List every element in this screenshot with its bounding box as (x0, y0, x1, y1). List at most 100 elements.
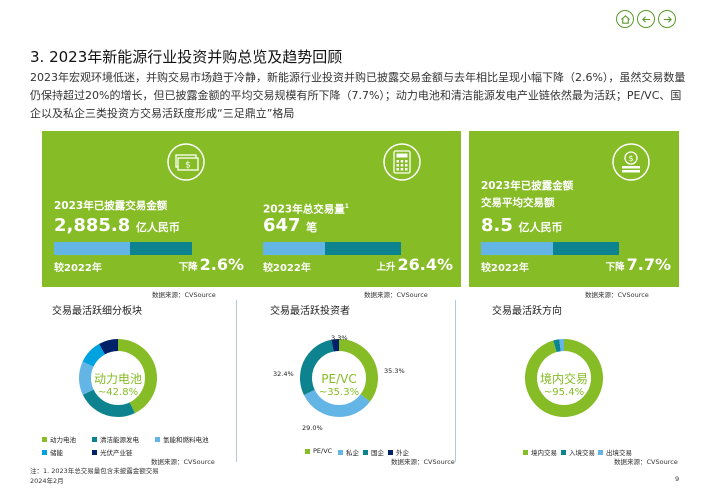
slice-label-state: 29.0% (302, 424, 323, 432)
card-label: 2023年总交易量 (263, 203, 345, 216)
legend-swatch (42, 436, 47, 442)
change-direction: 下降 (605, 262, 625, 273)
coins-icon: $ (612, 143, 650, 181)
legend-item: 动力电池 (42, 434, 76, 444)
donut-chart-direction (525, 339, 603, 417)
legend-swatch (92, 449, 97, 455)
legend-item: 光伏产业链 (92, 447, 133, 457)
legend-swatch (338, 449, 343, 455)
card-label: 2023年已披露交易金额 (54, 200, 168, 212)
legend-item: 清洁能源发电 (92, 434, 139, 444)
donut-slice (525, 339, 603, 417)
legend-swatch (92, 436, 97, 442)
legend-label: 出境交易 (606, 449, 632, 457)
donut-center-label: 境内交易 ~95.4% (524, 372, 604, 400)
nav-controls (616, 10, 676, 28)
card-label-line1: 2023年已披露金额 (481, 180, 574, 192)
legend-label: 外企 (396, 449, 409, 457)
compare-label: 较2022年 (54, 263, 102, 274)
center-name: PE/VC (321, 372, 357, 386)
card-value-row: 2,885.8 亿人民币 (54, 215, 180, 236)
donut-center-label: PE/VC ~35.3% (299, 372, 379, 400)
change-direction: 下降 (178, 262, 198, 273)
bar-2022 (54, 242, 130, 255)
donut-slice (79, 339, 157, 417)
divider (455, 300, 456, 462)
card-value: 8.5 (481, 215, 513, 236)
compare-label: 较2022年 (481, 263, 529, 274)
legend-item: 私企 (338, 447, 359, 457)
back-button[interactable] (637, 10, 655, 28)
source-note: 数据来源：CVSource (614, 458, 678, 466)
intro-paragraph: 2023年宏观环境低迷，并购交易市场趋于冷静，新能源行业投资并购已披露交易金额与… (30, 71, 686, 120)
center-value: ~35.3% (318, 387, 360, 398)
bar-2023 (325, 242, 401, 255)
legend-swatch (388, 449, 393, 455)
bar-2022 (481, 242, 553, 255)
page-number: 9 (675, 475, 680, 483)
legend-item: 外企 (388, 447, 409, 457)
legend-item: 出境交易 (598, 447, 632, 457)
home-button[interactable] (616, 10, 634, 28)
change-value: 下降 2.6% (179, 255, 244, 274)
change-percent: 2.6% (199, 255, 244, 274)
divider (236, 300, 237, 462)
page-title: 3. 2023年新能源行业投资并购总览及趋势回顾 (30, 48, 343, 66)
legend-swatch (598, 449, 603, 455)
legend-item: 氢能和燃料电池 (155, 434, 209, 444)
legend-swatch (42, 449, 47, 455)
donut-center-label: 动力电池 ~42.8% (78, 372, 158, 400)
footnote: 注：1. 2023年总交易量包含未披露金额交易 (30, 467, 159, 475)
legend-label: 境内交易 (531, 449, 557, 457)
card-value-row: 647 笔 (263, 215, 317, 236)
change-value: 下降 7.7% (606, 255, 671, 274)
forward-button[interactable] (658, 10, 676, 28)
source-note: 数据来源：CVSource (152, 291, 216, 299)
legend-swatch (363, 449, 368, 455)
section-title-investors: 交易最活跃投资者 (270, 306, 350, 317)
svg-text:$: $ (185, 161, 191, 171)
change-percent: 7.7% (626, 255, 671, 274)
section-title-segments: 交易最活跃细分板块 (52, 306, 142, 317)
card-value-row: 8.5 亿人民币 (481, 215, 562, 236)
card-value: 2,885.8 (54, 215, 131, 236)
bar-2023 (553, 242, 619, 255)
legend-label: 清洁能源发电 (100, 436, 139, 444)
legend-item: 国企 (363, 447, 384, 457)
legend-label: 氢能和燃料电池 (163, 436, 209, 444)
kpi-card-average: $ 2023年已披露金额 交易平均交易额 8.5 亿人民币 较2022年 下降 … (469, 131, 679, 287)
kpi-card-amount: $ 2023年已披露交易金额 2,885.8 亿人民币 较2022年 下降 2.… (42, 131, 252, 287)
change-direction: 上升 (376, 262, 396, 273)
bar-2022 (263, 242, 325, 255)
source-note: 数据来源：CVSource (364, 291, 428, 299)
card-unit: 笔 (306, 221, 318, 234)
source-note: 数据来源：CVSource (585, 291, 649, 299)
legend-item: 入境交易 (561, 447, 595, 457)
compare-label: 较2022年 (263, 263, 311, 274)
arrow-right-icon (663, 15, 672, 23)
donut-slice (300, 339, 378, 417)
donut-slice (300, 339, 378, 417)
legend-label: 国企 (371, 449, 384, 457)
slice-label-foreign: 3.3% (331, 334, 348, 342)
change-percent: 26.4% (397, 255, 453, 274)
legend-swatch (561, 449, 566, 455)
center-name: 境内交易 (539, 372, 588, 386)
legend-label: 储能 (50, 449, 63, 457)
legend-swatch (523, 449, 528, 455)
footer-date: 2024年2月 (30, 477, 64, 485)
donut-slice (79, 339, 157, 417)
svg-text:$: $ (628, 154, 633, 163)
legend-label: 动力电池 (50, 436, 76, 444)
donut-slice (300, 339, 378, 417)
source-note: 数据来源：CVSource (391, 458, 455, 466)
source-note: 数据来源：CVSource (151, 458, 215, 466)
center-value: ~95.4% (543, 387, 585, 398)
home-icon (620, 14, 630, 24)
center-name: 动力电池 (93, 372, 142, 386)
legend-label: 私企 (346, 449, 359, 457)
legend-label: PE/VC (313, 447, 333, 455)
legend-label: 光伏产业链 (100, 449, 133, 457)
donut-chart-investors (300, 339, 378, 417)
legend-swatch (155, 436, 160, 442)
